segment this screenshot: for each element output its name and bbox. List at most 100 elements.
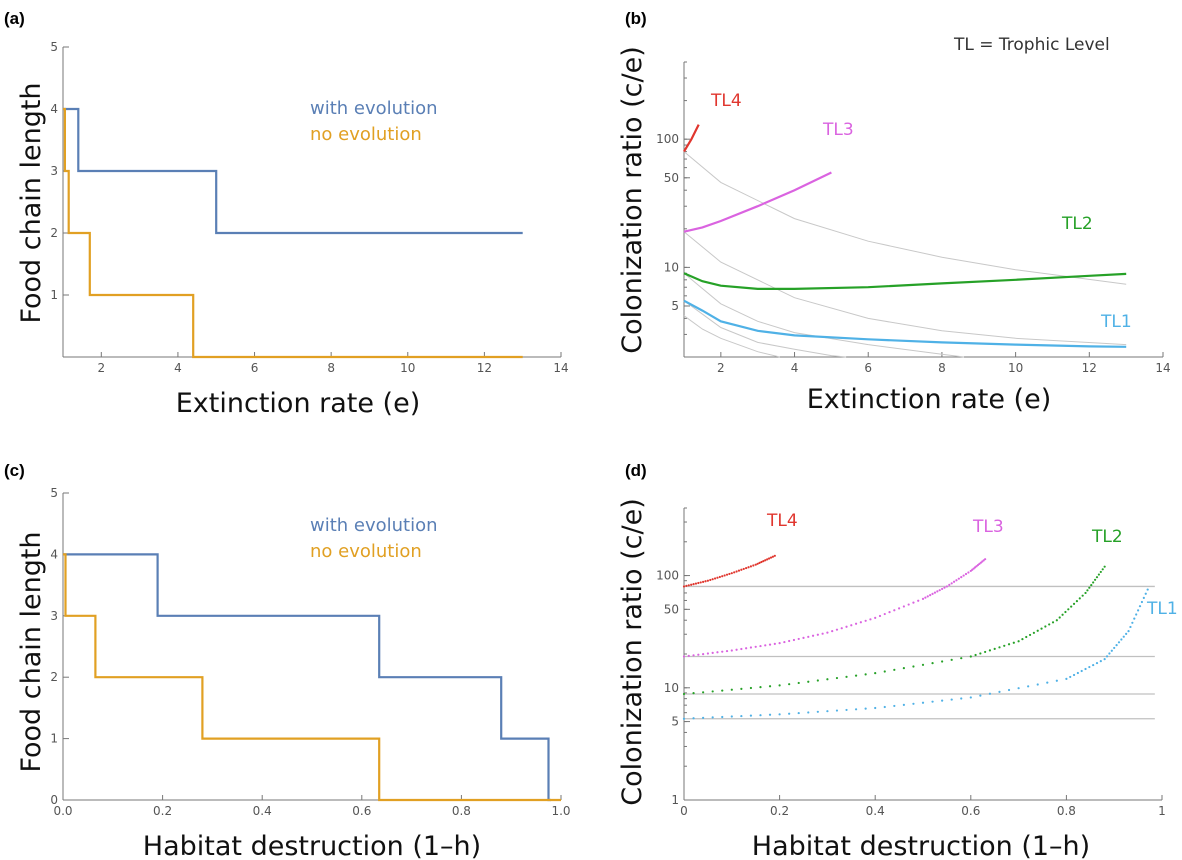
panel-d-series-tl1-point <box>749 714 753 717</box>
panel-d-series-tl4-point <box>713 577 717 580</box>
panel-d-series-tl3-point <box>749 646 753 649</box>
panel-d-series-tl3-point <box>943 586 946 589</box>
panel-d-series-tl3-point <box>835 628 839 631</box>
panel-d-series-tl1-point <box>988 692 992 695</box>
panel-d-series-tl3-point <box>730 649 733 652</box>
panel-d-series-tl2-point <box>692 692 695 695</box>
plot-c: 0.0 0.2 0.4 0.6 0.8 1.0 0 1 2 3 4 5 <box>50 486 570 818</box>
panel-d-series-tl3-point <box>697 653 700 656</box>
panel-d-series-tl2-point <box>1088 586 1091 589</box>
panel-d-series-tl1-point <box>1133 617 1136 620</box>
panel-d-series-tl2-point <box>1012 641 1015 644</box>
panel-d-series-tl2-point <box>1093 578 1097 581</box>
panel-d-series-tl1-point <box>1046 681 1049 684</box>
panel-d-series-tl1-point <box>1065 677 1068 680</box>
panel-d-series-tl1-point <box>788 712 791 715</box>
panel-c-ylabel: Food chain length <box>16 531 47 772</box>
panel-d-series-tl1-point <box>931 700 934 703</box>
panel-d-x-tick-label: 0.2 <box>770 804 789 818</box>
panel-d-series-tl1-point <box>778 713 781 716</box>
panel-d-series-tl1-point <box>1080 669 1083 673</box>
panel-d-series-tl4-point <box>754 563 757 566</box>
panel-d-series-tl2-point <box>1099 570 1102 574</box>
panel-d-series-tl4-point <box>771 555 775 558</box>
panel-d-label-tl4: TL4 <box>766 511 798 531</box>
panel-d-series-tl3-point <box>948 583 951 586</box>
panel-d-series-tl3-point <box>783 640 786 644</box>
panel-d-series-tl1-point <box>854 708 858 711</box>
panel-d-series-tl2-point <box>711 690 714 693</box>
panel-d-series-tl1-point <box>807 711 810 714</box>
panel-b-label-tl2: TL2 <box>1061 214 1093 234</box>
panel-b: (b) 2 4 6 8 10 12 14 5 10 50 100 Extinction rate (… <box>617 9 1171 415</box>
panel-d-series-tl1-point <box>998 690 1001 693</box>
panel-d-series-tl1-point <box>1129 625 1132 629</box>
panel-d-series-tl1-point <box>902 703 905 706</box>
panel-d-series-tl3-point <box>878 614 882 618</box>
panel-c-x-tick-label: 0.2 <box>153 804 172 818</box>
panel-d-series-tl3-point <box>768 643 772 646</box>
panel-d-series-tl2-point <box>1070 605 1073 608</box>
panel-d-series-tl2-point <box>950 658 953 661</box>
panel-d-series-tl3-point <box>840 627 843 630</box>
panel-d-series-tl1-point <box>1088 665 1091 669</box>
panel-d-series-tl1-point <box>1115 644 1118 647</box>
panel-d-series-tl3-point <box>773 642 776 645</box>
panel-d-series-tl2-point <box>1036 629 1039 632</box>
panel-a-letter: (a) <box>4 9 25 28</box>
panel-d-series-tl3-point <box>912 601 915 604</box>
panel-d-label-tl2: TL2 <box>1091 527 1123 547</box>
panel-d-series-tl1-point <box>864 707 867 710</box>
panel-d-series-tl1-point <box>1122 635 1125 638</box>
panel-d-series-tl1-point <box>845 708 848 712</box>
panel-d-series-tl2-point <box>1064 610 1067 614</box>
panel-d-series-tl4-point <box>711 578 714 581</box>
panel-d-series-tl1-point <box>759 714 762 717</box>
panel-d-series-tl1-point <box>883 705 886 709</box>
panel-d-series-tl3-point <box>883 612 886 616</box>
panel-a-legend-no-evolution: no evolution <box>310 124 422 145</box>
panel-d-series-tl3-point <box>845 625 848 628</box>
panel-c-x-tick-label: 1.0 <box>551 804 570 818</box>
panel-d-series-tl2-point <box>702 691 705 694</box>
panel-d-series-tl1-point <box>1144 592 1147 595</box>
panel-d-series-tl4-point <box>690 583 693 586</box>
panel-d-series-tl3-point <box>962 574 965 577</box>
panel-d-series-tl1-point <box>835 709 839 712</box>
panel-d-series-tl2-point <box>1086 589 1089 592</box>
panel-c-y-tick-label: 1 <box>50 732 58 746</box>
panel-d-series-tl3-point <box>797 637 800 641</box>
panel-d-series-tl3-point <box>888 611 891 614</box>
panel-d-series-tl1-point <box>682 717 686 720</box>
panel-d-series-tl2-point <box>1048 623 1051 626</box>
panel-b-x-tick-label: 10 <box>1008 361 1023 375</box>
panel-d-series-tl3-point <box>931 592 934 595</box>
panel-a-x-tick-label: 12 <box>477 361 492 375</box>
panel-d-series-tl3-point <box>967 571 970 574</box>
panel-a-y-tick-label: 3 <box>50 164 58 178</box>
panel-d-series-tl2-point <box>749 686 753 690</box>
panel-d-series-tl4-point <box>702 580 705 583</box>
panel-d-series-tl1-point <box>1137 609 1140 612</box>
panel-d-xlabel: Habitat destruction (1–h) <box>752 831 1090 860</box>
panel-a-x-tick-label: 8 <box>327 361 335 375</box>
panel-d-series-tl2-point <box>893 668 896 671</box>
panel-d-series-tl3-point <box>811 634 815 637</box>
panel-d-series-tl4-point <box>697 581 700 585</box>
panel-d-series-tl1-point <box>1120 638 1123 641</box>
panel-d-series-tl1-point <box>1069 675 1072 679</box>
panel-d-series-tl4-point <box>706 579 710 582</box>
panel-d-series-tl3-point <box>936 590 939 593</box>
panel-d-series-tl3-point <box>957 577 960 580</box>
panel-d-series-tl3-point <box>955 579 958 582</box>
panel-d-series-tl1-point <box>1072 673 1076 677</box>
panel-d-series-tl3-point <box>754 645 757 648</box>
panel-d-series-tl3-point <box>702 652 705 656</box>
panel-b-series-tl1-line <box>683 299 1127 348</box>
panel-d-series-tl1-point <box>1113 646 1116 650</box>
panel-d-series-tl2-point <box>816 679 819 682</box>
panel-d-series-tl1-point <box>912 702 915 705</box>
panel-d-series-tl3-point <box>692 654 695 657</box>
panel-d-series-tl2-point <box>1051 621 1055 624</box>
